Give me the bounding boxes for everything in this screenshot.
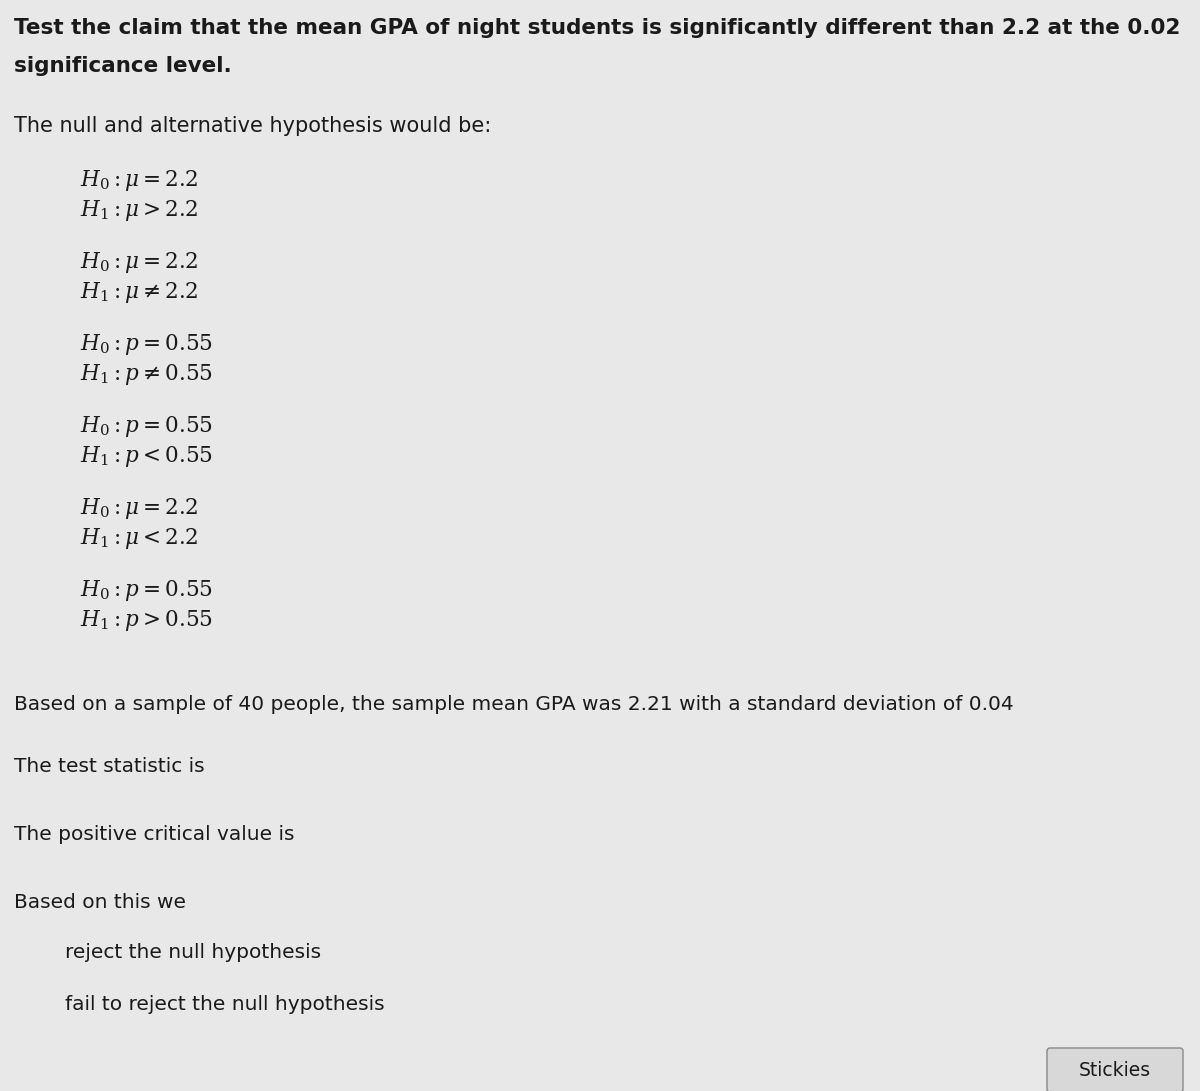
Text: reject the null hypothesis: reject the null hypothesis [65, 943, 322, 962]
Text: $H_1:p > 0.55$: $H_1:p > 0.55$ [80, 608, 212, 633]
Text: $H_0:p = 0.55$: $H_0:p = 0.55$ [80, 413, 212, 439]
Text: Based on this we: Based on this we [14, 894, 186, 912]
Text: $H_1:\mu > 2.2$: $H_1:\mu > 2.2$ [80, 197, 198, 223]
Text: $H_0:p = 0.55$: $H_0:p = 0.55$ [80, 332, 212, 357]
Text: Based on a sample of 40 people, the sample mean GPA was 2.21 with a standard dev: Based on a sample of 40 people, the samp… [14, 695, 1014, 714]
Text: Stickies: Stickies [1079, 1060, 1151, 1079]
Text: $H_0:\mu = 2.2$: $H_0:\mu = 2.2$ [80, 496, 198, 521]
Text: $H_0:p = 0.55$: $H_0:p = 0.55$ [80, 578, 212, 603]
FancyBboxPatch shape [1046, 1048, 1183, 1091]
Text: $H_1:\mu < 2.2$: $H_1:\mu < 2.2$ [80, 526, 198, 551]
Text: The positive critical value is: The positive critical value is [14, 825, 294, 844]
Text: $H_0:\mu = 2.2$: $H_0:\mu = 2.2$ [80, 168, 198, 193]
Text: The test statistic is: The test statistic is [14, 757, 205, 776]
Text: Test the claim that the mean GPA of night students is significantly different th: Test the claim that the mean GPA of nigh… [14, 17, 1181, 38]
Text: The null and alternative hypothesis would be:: The null and alternative hypothesis woul… [14, 116, 491, 136]
Text: $H_1:p < 0.55$: $H_1:p < 0.55$ [80, 444, 212, 469]
Text: $H_1:\mu \neq 2.2$: $H_1:\mu \neq 2.2$ [80, 280, 198, 305]
Text: $H_0:\mu = 2.2$: $H_0:\mu = 2.2$ [80, 250, 198, 275]
Text: fail to reject the null hypothesis: fail to reject the null hypothesis [65, 995, 385, 1014]
Text: significance level.: significance level. [14, 56, 232, 76]
Text: $H_1:p \neq 0.55$: $H_1:p \neq 0.55$ [80, 362, 212, 387]
